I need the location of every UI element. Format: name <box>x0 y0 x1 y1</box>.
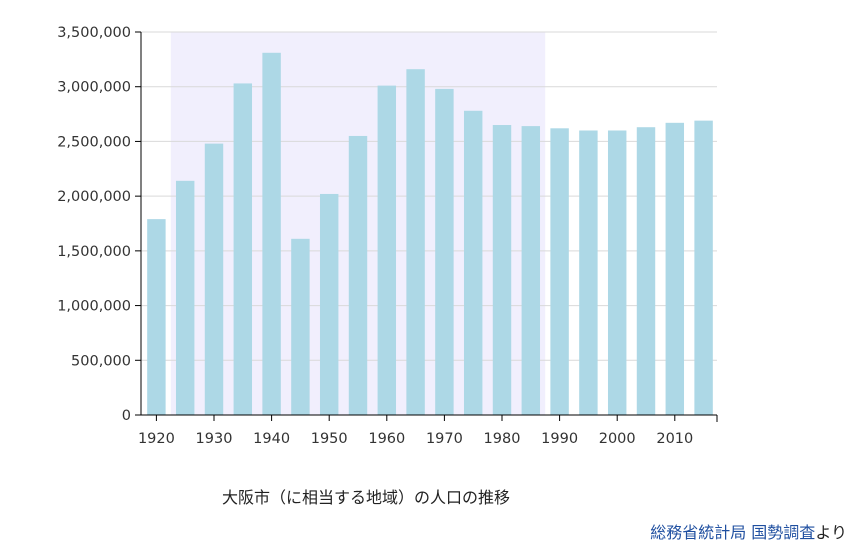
source-suffix: より <box>815 523 847 542</box>
bar-1950 <box>319 193 339 415</box>
y-tick-label: 3,500,000 <box>57 25 131 41</box>
bar-2000 <box>607 130 627 415</box>
x-tick-label: 1980 <box>484 431 521 447</box>
bar-1965 <box>406 69 425 415</box>
x-tick-label: 2010 <box>656 431 693 447</box>
bar-2005 <box>636 127 656 416</box>
source-link-statistics-bureau[interactable]: 総務省統計局 <box>650 523 747 542</box>
bar-1940 <box>262 52 281 415</box>
population-bar-chart: 0 500,000 1,000,000 1,500,000 2,000,000 2,500… <box>57 25 718 447</box>
y-tick-label: 2,000,000 <box>57 189 131 205</box>
chart-caption: 大阪市（に相当する地域）の人口の推移 <box>222 488 511 507</box>
y-tick-label: 500,000 <box>71 353 131 369</box>
x-tick-label: 1960 <box>368 431 405 447</box>
bar-2010 <box>665 122 685 415</box>
y-tick-label: 0 <box>122 408 131 424</box>
bar-1960 <box>377 85 397 416</box>
bar-1925 <box>175 180 195 415</box>
bar-1930 <box>204 143 224 416</box>
y-tick-label: 1,500,000 <box>57 244 131 260</box>
source-link-census[interactable]: 国勢調査 <box>751 523 816 542</box>
x-tick-label: 1940 <box>253 431 290 447</box>
x-tick-label: 1920 <box>138 431 175 447</box>
bar-1920 <box>147 219 166 415</box>
y-tick-label: 2,500,000 <box>57 134 131 150</box>
source-note: 総務省統計局 国勢調査より <box>650 519 847 543</box>
bar-1995 <box>579 130 598 415</box>
bar-1935 <box>233 83 253 415</box>
y-tick-label: 1,000,000 <box>57 299 131 315</box>
bar-2015 <box>694 120 713 415</box>
x-tick-label: 1930 <box>196 431 233 447</box>
bar-1970 <box>435 88 454 415</box>
bar-1945 <box>291 238 310 415</box>
y-tick-label: 3,000,000 <box>57 80 131 96</box>
x-tick-label: 2000 <box>599 431 636 447</box>
bar-1985 <box>521 126 541 415</box>
bar-1975 <box>463 110 483 415</box>
x-tick-label: 1950 <box>311 431 348 447</box>
bar-1990 <box>550 128 569 415</box>
x-tick-label: 1970 <box>426 431 463 447</box>
x-tick-label: 1990 <box>541 431 578 447</box>
bar-1955 <box>348 135 368 415</box>
bar-1980 <box>492 125 512 415</box>
